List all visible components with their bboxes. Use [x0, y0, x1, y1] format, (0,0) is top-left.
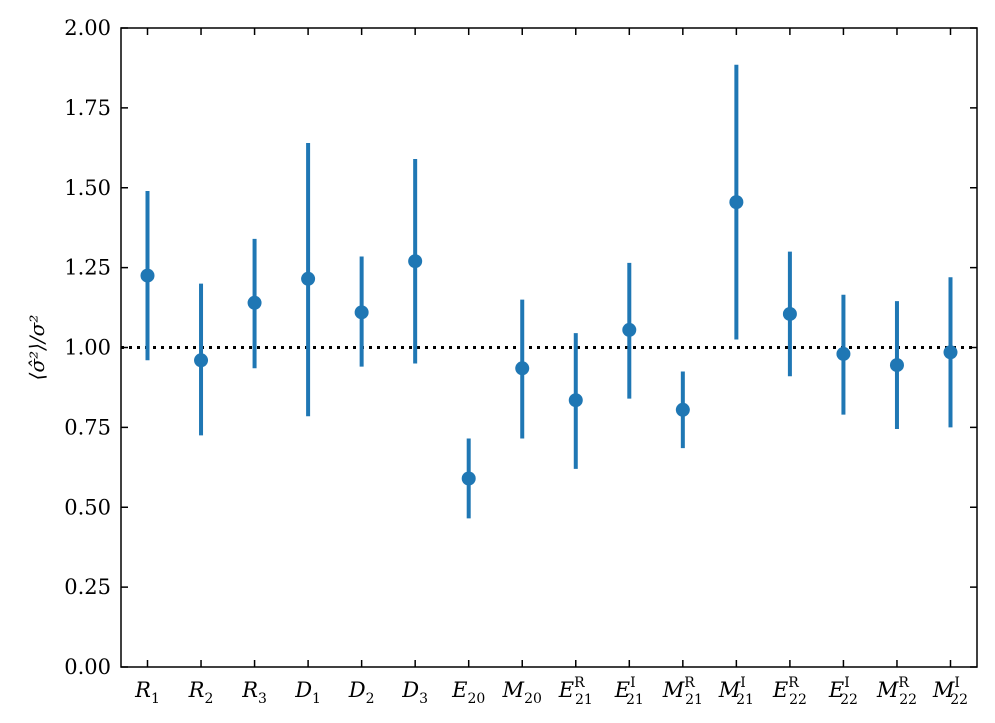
- x-tick-label: EI 22: [828, 675, 858, 708]
- x-tick-label: D3: [401, 678, 428, 707]
- plot-frame: [120, 27, 978, 668]
- x-tick-label: ER 21: [558, 675, 593, 708]
- x-tick-label: D2: [348, 678, 375, 707]
- y-tick-label: 1.25: [64, 256, 111, 280]
- data-point: [354, 305, 369, 320]
- y-tick-label: 0.00: [64, 655, 111, 679]
- data-point: [140, 268, 155, 283]
- data-point: [729, 195, 744, 210]
- data-point: [943, 345, 958, 360]
- x-tick-label: MR 22: [876, 675, 917, 708]
- y-tick-label: 2.00: [64, 16, 111, 40]
- data-point: [782, 306, 797, 321]
- x-tick-label: MI 21: [718, 675, 754, 708]
- x-tick-label: R2: [188, 678, 214, 707]
- y-axis-ticks: 0.00 0.25 0.50 0.75 1.00 1.25 1.50 1.75 2.00: [64, 16, 977, 679]
- data-points: [140, 195, 958, 486]
- data-point: [568, 393, 583, 408]
- x-axis-ticks: R1 R2 R3 D1 D2 D3 E20 M20 ER 21 EI 21 MR 21 MI 21 ER 22 EI…: [134, 28, 968, 708]
- x-tick-label: R3: [241, 678, 267, 707]
- data-point: [461, 471, 476, 486]
- data-point: [408, 254, 423, 269]
- x-tick-label: EI 21: [614, 675, 644, 708]
- x-tick-label: D1: [294, 678, 321, 707]
- data-point: [194, 353, 209, 368]
- y-tick-label: 0.75: [64, 415, 111, 439]
- data-point: [247, 295, 262, 310]
- data-point: [889, 358, 904, 373]
- x-tick-label: MI 22: [932, 675, 968, 708]
- x-tick-label: R1: [134, 678, 160, 707]
- x-tick-label: E20: [451, 678, 485, 707]
- x-tick-label: ER 22: [772, 675, 807, 708]
- data-point: [622, 322, 637, 337]
- data-point: [675, 402, 690, 417]
- y-tick-label: 1.75: [64, 96, 111, 120]
- y-tick-label: 1.00: [64, 336, 111, 360]
- y-axis-label: ⟨σ̂²⟩/σ²: [25, 315, 49, 381]
- data-point: [301, 271, 316, 286]
- y-tick-label: 0.25: [64, 575, 111, 599]
- data-point: [515, 361, 530, 376]
- data-point: [836, 346, 851, 361]
- y-tick-label: 0.50: [64, 495, 111, 519]
- x-tick-label: M20: [502, 678, 542, 707]
- error-bars: [145, 64, 953, 519]
- x-tick-label: MR 21: [662, 675, 703, 708]
- y-tick-label: 1.50: [64, 176, 111, 200]
